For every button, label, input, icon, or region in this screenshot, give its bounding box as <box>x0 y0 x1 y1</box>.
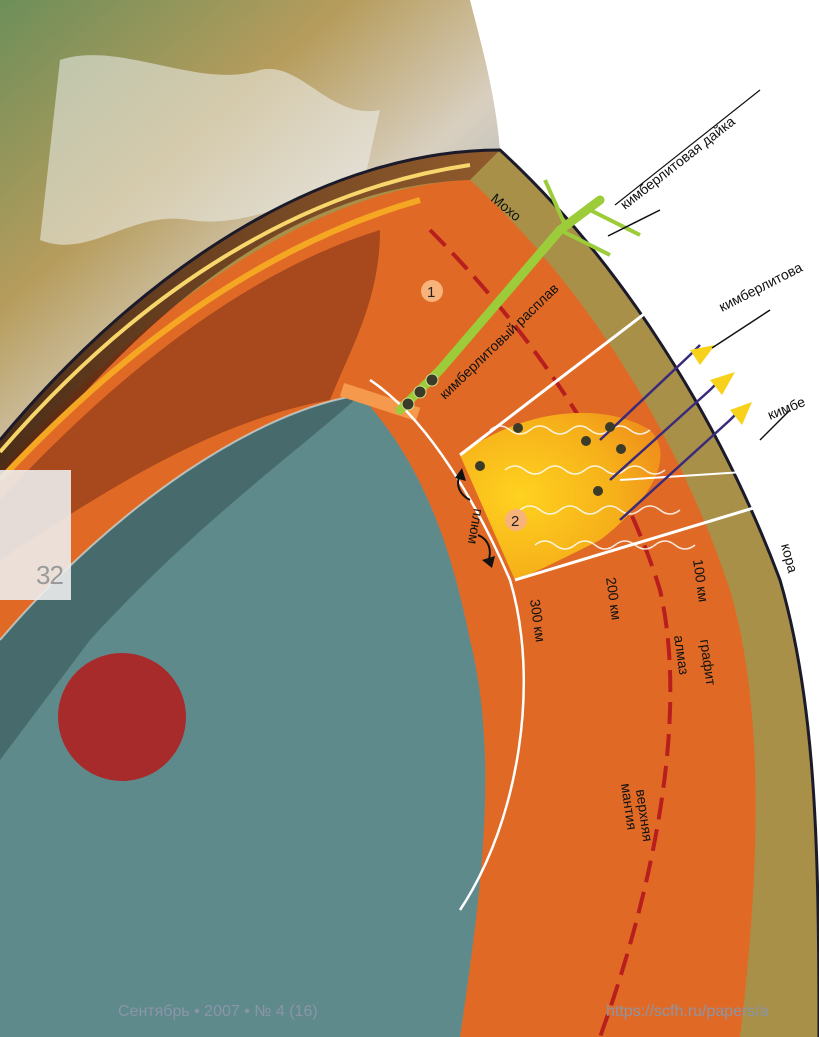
depth-arc-300km <box>369 378 526 911</box>
graphite-diamond-boundary <box>428 228 673 1037</box>
dike-label-pointer <box>607 209 661 237</box>
inner-orange-rim <box>0 197 421 483</box>
mantle-shade <box>0 230 380 560</box>
label-kimberlite-pipe: кимберлитова <box>716 259 805 315</box>
label-kimberlite-dike: кимберлитовая дайка <box>617 113 738 213</box>
radial-line-1 <box>459 296 666 457</box>
xenolith-8 <box>616 444 626 454</box>
label-crust: кора <box>778 542 801 575</box>
stress-lines <box>489 425 696 550</box>
inner-yellow-rim <box>0 163 471 454</box>
xenolith-1 <box>401 397 415 411</box>
kimberlite-pipe-2 <box>710 372 735 395</box>
xenolith-5 <box>513 423 523 433</box>
dike-label-underline <box>614 89 761 206</box>
marker-1-badge <box>421 280 443 302</box>
page-number-box <box>0 470 71 600</box>
label-upper-mantle-1: верхняя <box>633 788 656 842</box>
radial-line-2 <box>514 498 781 582</box>
xenolith-9 <box>593 486 603 496</box>
label-200km: 200 км <box>603 576 625 621</box>
label-300km: 300 км <box>527 598 549 643</box>
radial-line-3 <box>619 469 776 481</box>
footer-url[interactable]: https://scfh.ru/papers/a <box>606 1003 769 1020</box>
kimberlite-dike-branches <box>543 179 641 257</box>
outer-core-shade <box>0 395 360 760</box>
plume-arrow-up-head <box>455 468 466 481</box>
label-100km: 100 км <box>690 558 712 603</box>
xenolith-6 <box>581 436 591 446</box>
xenolith-2 <box>413 385 427 399</box>
xenolith-4 <box>475 461 485 471</box>
label-kimberlite-pipe-2: кимбе <box>765 393 807 423</box>
globe-rim <box>0 148 819 1037</box>
kimberlite-pipe-1 <box>690 345 715 365</box>
xenolith-7 <box>605 422 615 432</box>
magma-zone <box>460 412 661 580</box>
label-upper-mantle-2: мантия <box>618 782 640 831</box>
pipe2-label-pointer <box>759 409 791 441</box>
label-diamond: алмаз <box>671 634 692 675</box>
marker-1-label: 1 <box>427 284 435 301</box>
globe-surface-clouds <box>40 55 380 245</box>
page-number: 32 <box>36 560 64 590</box>
kimberlite-pipe-3 <box>730 402 752 425</box>
marker-2-label: 2 <box>511 513 519 530</box>
label-plume: плюм <box>465 507 487 545</box>
marker-2-badge <box>505 509 527 531</box>
label-graphite: графит <box>697 638 719 687</box>
plume-arrow-down-head <box>482 556 495 568</box>
footer-issue: Сентябрь • 2007 • № 4 (16) <box>118 1003 318 1020</box>
pipe-label-pointer <box>711 309 771 349</box>
xenolith-3 <box>425 373 439 387</box>
inner-core <box>58 653 186 781</box>
